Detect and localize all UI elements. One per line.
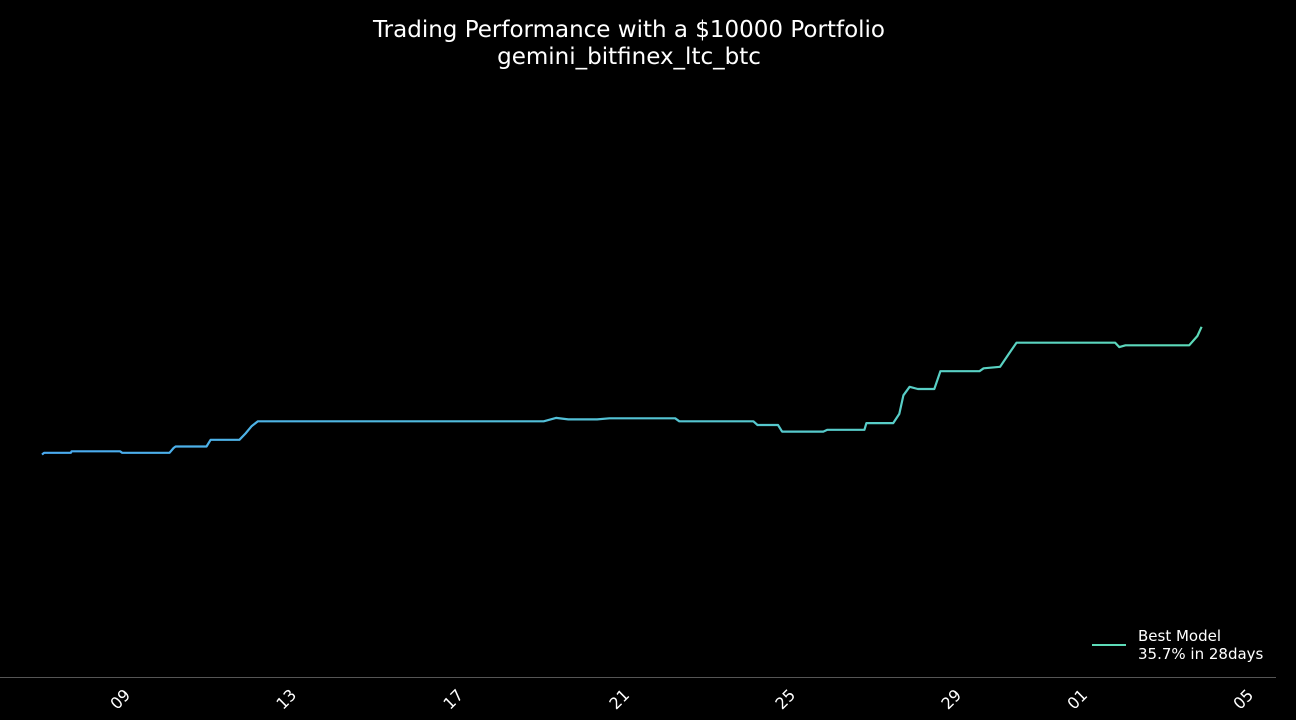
x-tick-label: 05	[1229, 685, 1257, 713]
x-tick-label: 25	[771, 685, 799, 713]
x-tick-label: 01	[1063, 685, 1091, 713]
series-line-0	[41, 326, 1203, 456]
legend-sublabel: 35.7% in 28days	[1138, 645, 1264, 663]
x-tick-label: 09	[106, 685, 134, 713]
legend-label: Best Model	[1138, 627, 1221, 645]
chart-title: Trading Performance with a $10000 Portfo…	[372, 17, 885, 43]
chart-subtitle: gemini_bitfinex_ltc_btc	[497, 44, 761, 70]
x-tick-label: 21	[605, 685, 633, 713]
x-tick-label: 17	[439, 685, 467, 713]
x-tick-label: 13	[272, 685, 300, 713]
x-tick-label: 29	[937, 685, 965, 713]
x-axis-ticks: 09 13 17 21 25 29 01 05	[106, 685, 1257, 713]
series-layer	[41, 326, 1203, 456]
legend: Best Model 35.7% in 28days	[1092, 627, 1264, 663]
